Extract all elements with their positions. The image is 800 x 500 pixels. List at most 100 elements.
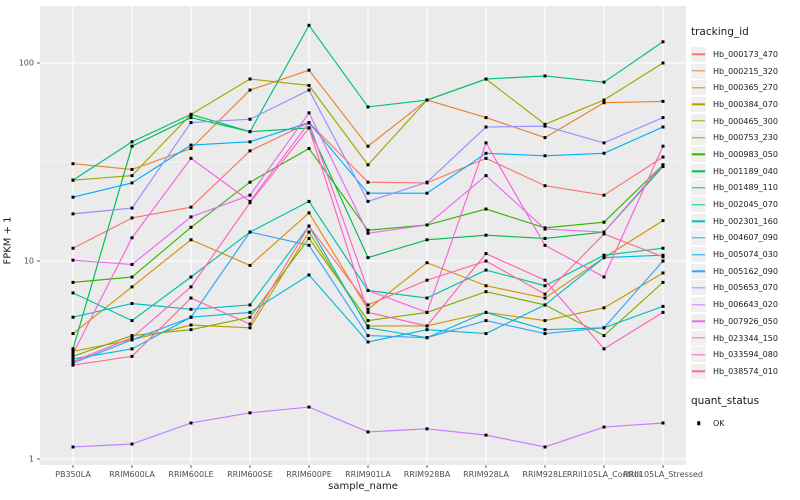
data-point: [307, 146, 311, 150]
data-point: [248, 263, 252, 267]
x-tick-label-RRIM600PE: RRIM600PE: [286, 470, 332, 479]
data-point: [189, 225, 193, 229]
data-point: [366, 307, 370, 311]
data-point: [661, 253, 665, 257]
legend-key: [691, 63, 706, 79]
legend-item-Hb_005074_030: Hb_005074_030: [691, 246, 799, 263]
data-point: [484, 116, 488, 120]
legend-key: [691, 213, 706, 229]
legend-key: [691, 197, 706, 213]
data-point: [661, 421, 665, 425]
data-point: [484, 290, 488, 294]
data-point: [543, 303, 547, 307]
data-point: [366, 199, 370, 203]
data-point: [248, 326, 252, 330]
data-point: [484, 77, 488, 81]
data-point: [130, 206, 134, 210]
data-point: [661, 144, 665, 148]
data-point: [366, 105, 370, 109]
data-point: [602, 230, 606, 234]
data-point: [602, 193, 606, 197]
x-axis-title: sample_name: [328, 481, 398, 492]
legend-items: Hb_000173_470 Hb_000215_320 Hb_000365_270 H…: [691, 46, 799, 380]
data-point: [661, 61, 665, 65]
x-tick-label-RRIM901LA: RRIM901LA: [345, 470, 391, 479]
data-point: [661, 259, 665, 263]
data-point: [366, 319, 370, 323]
data-point: [189, 275, 193, 279]
data-point: [248, 303, 252, 307]
x-tick-label-RRII105LA_Control: RRII105LA_Control: [566, 470, 642, 479]
legend-label: Hb_006643_020: [713, 300, 778, 310]
data-point: [71, 363, 75, 367]
data-point: [189, 146, 193, 150]
data-point: [425, 310, 429, 314]
data-point: [307, 211, 311, 215]
data-point: [130, 174, 134, 178]
data-point: [130, 442, 134, 446]
legend-item-Hb_000983_050: Hb_000983_050: [691, 146, 799, 163]
legend-label: OK: [713, 418, 725, 428]
data-point: [248, 310, 252, 314]
data-point: [248, 230, 252, 234]
data-point: [366, 228, 370, 232]
data-point: [602, 275, 606, 279]
data-point: [71, 258, 75, 262]
data-point: [248, 322, 252, 326]
legend-label: Hb_001489_110: [713, 183, 778, 193]
data-point: [543, 292, 547, 296]
data-point: [602, 80, 606, 84]
data-point: [543, 296, 547, 300]
data-point: [484, 141, 488, 145]
data-point: [484, 284, 488, 288]
legend-key: [691, 330, 706, 346]
data-point: [189, 296, 193, 300]
data-point: [130, 144, 134, 148]
data-point: [543, 122, 547, 126]
data-point: [71, 352, 75, 356]
data-point: [602, 334, 606, 338]
data-point: [543, 284, 547, 288]
data-point: [602, 425, 606, 429]
data-point: [484, 233, 488, 237]
data-point: [189, 121, 193, 125]
legend-key: [691, 46, 706, 62]
data-point: [307, 126, 311, 130]
data-point: [366, 430, 370, 434]
data-point: [484, 174, 488, 178]
data-point: [661, 165, 665, 169]
legend-label: Hb_000173_470: [713, 49, 778, 59]
data-point: [484, 125, 488, 129]
legend-title-tracking-id: tracking_id: [691, 26, 749, 38]
legend-label: Hb_033594_080: [713, 350, 778, 360]
data-point: [661, 163, 665, 167]
data-point: [130, 181, 134, 185]
legend-key: [691, 280, 706, 296]
legend-key: [691, 163, 706, 179]
data-point: [602, 98, 606, 102]
data-point: [425, 328, 429, 332]
legend-color-line: [692, 337, 705, 339]
data-point: [248, 201, 252, 205]
data-point: [484, 156, 488, 160]
legend-key: [691, 96, 706, 112]
legend-item-Hb_000753_230: Hb_000753_230: [691, 129, 799, 146]
data-point: [425, 278, 429, 282]
data-point: [130, 319, 134, 323]
data-point: [425, 191, 429, 195]
legend-key: [691, 297, 706, 313]
data-point: [130, 140, 134, 144]
data-point: [425, 324, 429, 328]
legend-item-Hb_033594_080: Hb_033594_080: [691, 346, 799, 363]
data-point: [484, 259, 488, 263]
data-point: [71, 315, 75, 319]
legend-key: [691, 80, 706, 96]
data-point: [189, 156, 193, 160]
data-point: [366, 191, 370, 195]
data-point: [543, 136, 547, 140]
legend-item-Hb_005653_070: Hb_005653_070: [691, 280, 799, 297]
data-point: [248, 130, 252, 134]
legend-color-line: [692, 320, 705, 323]
legend-color-line: [692, 370, 705, 373]
legend-item-Hb_000215_320: Hb_000215_320: [691, 63, 799, 80]
